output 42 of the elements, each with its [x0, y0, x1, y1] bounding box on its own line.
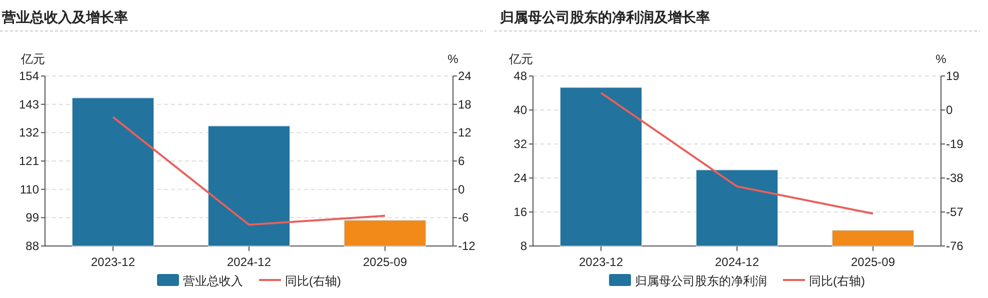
y2-tick-label: -38 — [946, 171, 964, 185]
y-tick-label: 88 — [26, 239, 40, 253]
y-axis-title: 亿元 — [20, 52, 45, 66]
y2-tick-label: 0 — [458, 182, 465, 196]
y-tick-label: 40 — [514, 103, 528, 117]
y2-tick-label: -76 — [946, 239, 964, 253]
y2-axis-title: % — [448, 52, 459, 66]
y-tick-label: 121 — [18, 154, 40, 168]
y2-tick-label: 0 — [946, 103, 953, 117]
x-tick-label: 2025-09 — [850, 255, 896, 269]
y-tick-label: 143 — [18, 97, 40, 112]
y2-tick-label: -19 — [946, 137, 964, 151]
legend-label: 同比(右轴) — [809, 274, 865, 288]
chart-title: 归属母公司股东的净利润及增长率 — [499, 9, 710, 25]
y-tick-label: 16 — [514, 205, 528, 219]
y2-tick-label: -12 — [458, 239, 476, 253]
y2-tick-label: -6 — [458, 210, 469, 225]
x-tick-label: 2023-12 — [578, 255, 624, 269]
x-tick-label: 2024-12 — [714, 255, 760, 269]
y2-tick-label: 24 — [458, 69, 472, 83]
y-axis-title: 亿元 — [508, 52, 533, 66]
y-tick-label: 110 — [20, 182, 40, 196]
y-tick-label: 24 — [514, 171, 528, 185]
legend-label: 归属母公司股东的净利润 — [635, 274, 767, 288]
legend-label: 同比(右轴) — [285, 274, 341, 288]
y2-axis-title: % — [936, 52, 947, 66]
chart-title: 营业总收入及增长率 — [1, 9, 128, 25]
x-tick-label: 2025-09 — [362, 255, 408, 269]
legend-label: 营业总收入 — [183, 274, 243, 288]
y-tick-label: 99 — [26, 210, 40, 225]
x-tick-label: 2023-12 — [90, 255, 136, 269]
y2-tick-label: 19 — [946, 69, 960, 83]
x-tick-label: 2024-12 — [226, 255, 272, 269]
y2-tick-label: 6 — [458, 154, 465, 168]
y2-tick-label: 12 — [458, 126, 472, 140]
y-tick-label: 132 — [18, 126, 40, 140]
y-tick-label: 32 — [514, 137, 528, 151]
y2-tick-label: -57 — [946, 205, 964, 219]
y-tick-label: 154 — [18, 69, 40, 83]
y2-tick-label: 18 — [458, 97, 472, 112]
y-tick-label: 48 — [514, 69, 528, 83]
y-tick-label: 8 — [520, 239, 528, 253]
